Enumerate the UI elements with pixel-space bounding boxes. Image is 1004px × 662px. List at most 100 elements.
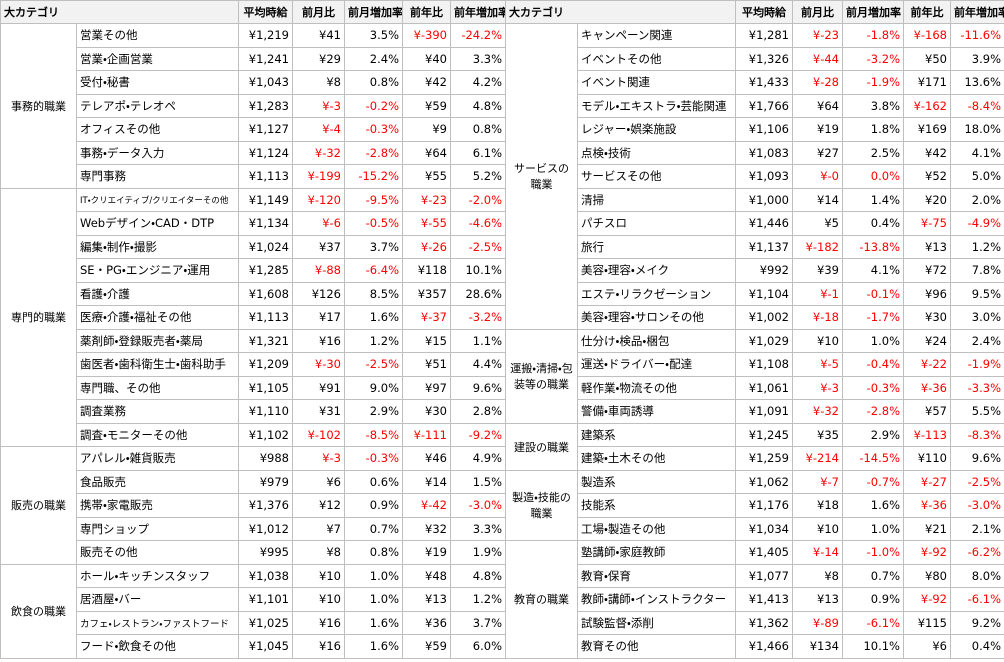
avg-wage: ¥1,376: [238, 493, 293, 518]
avg-wage: ¥1,113: [238, 305, 293, 330]
mom-rate: -2.8%: [842, 399, 904, 424]
subcategory: 専門職、その他: [76, 375, 239, 400]
yoy-change: ¥115: [903, 610, 951, 635]
mom-change: ¥17: [292, 305, 345, 330]
yoy-rate: 9.2%: [950, 610, 1004, 635]
column-header: 前月比: [792, 0, 843, 24]
mom-change: ¥134: [792, 634, 843, 659]
avg-wage: ¥1,413: [735, 587, 793, 612]
avg-wage: ¥1,209: [238, 352, 293, 377]
subcategory: エステ・リラクゼーション: [577, 281, 736, 306]
subcategory: モデル・エキストラ・芸能関連: [577, 93, 736, 118]
avg-wage: ¥1,024: [238, 234, 293, 259]
subcategory: 教育・保育: [577, 563, 736, 588]
yoy-change: ¥15: [402, 328, 451, 353]
yoy-change: ¥-37: [402, 305, 451, 330]
subcategory: テレアポ・テレオペ: [76, 93, 239, 118]
subcategory: ホール・キッチンスタッフ: [76, 563, 239, 588]
mom-change: ¥10: [792, 328, 843, 353]
mom-change: ¥91: [292, 375, 345, 400]
mom-rate: 4.1%: [842, 258, 904, 283]
yoy-change: ¥-27: [903, 469, 951, 494]
column-header: 前月比: [292, 0, 345, 24]
avg-wage: ¥1,283: [238, 93, 293, 118]
avg-wage: ¥1,105: [238, 375, 293, 400]
avg-wage: ¥1,285: [238, 258, 293, 283]
table-row: 医療・介護・福祉その他 ¥1,113 ¥17 1.6% ¥-37 -3.2% 美容・理容・サ…: [1, 305, 1004, 330]
avg-wage: ¥1,124: [238, 140, 293, 165]
avg-wage: ¥1,326: [735, 46, 793, 71]
yoy-change: ¥46: [402, 446, 451, 471]
yoy-rate: -2.5%: [950, 469, 1004, 494]
yoy-rate: 5.0%: [950, 164, 1004, 189]
mom-change: ¥39: [792, 258, 843, 283]
mom-rate: -1.8%: [842, 23, 904, 48]
mom-rate: 3.7%: [344, 234, 403, 259]
mom-change: ¥126: [292, 281, 345, 306]
avg-wage: ¥1,002: [735, 305, 793, 330]
yoy-rate: 9.6%: [950, 446, 1004, 471]
avg-wage: ¥995: [238, 540, 293, 565]
yoy-change: ¥51: [402, 352, 451, 377]
yoy-rate: 3.7%: [450, 610, 506, 635]
mom-change: ¥13: [792, 587, 843, 612]
yoy-rate: 13.6%: [950, 70, 1004, 95]
subcategory: 専門ショップ: [76, 516, 239, 541]
subcategory: 調査・モニターその他: [76, 422, 239, 447]
yoy-rate: 3.3%: [450, 46, 506, 71]
yoy-rate: -4.6%: [450, 211, 506, 236]
yoy-rate: 7.8%: [950, 258, 1004, 283]
subcategory: パチスロ: [577, 211, 736, 236]
mom-change: ¥14: [792, 187, 843, 212]
yoy-rate: -2.5%: [450, 234, 506, 259]
yoy-change: ¥-111: [402, 422, 451, 447]
mom-change: ¥8: [292, 70, 345, 95]
yoy-change: ¥30: [903, 305, 951, 330]
mom-change: ¥8: [292, 540, 345, 565]
mom-change: ¥37: [292, 234, 345, 259]
subcategory: 旅行: [577, 234, 736, 259]
mom-rate: 0.8%: [344, 70, 403, 95]
yoy-change: ¥-113: [903, 422, 951, 447]
subcategory: 軽作業・物流その他: [577, 375, 736, 400]
subcategory: 建築系: [577, 422, 736, 447]
table-row: 販売その他 ¥995 ¥8 0.8% ¥19 1.9% 教育の職業 塾講師・家庭教師 ¥1,40…: [1, 540, 1004, 659]
mom-rate: -0.3%: [842, 375, 904, 400]
column-header: 大カテゴリ: [505, 0, 736, 24]
yoy-change: ¥42: [903, 140, 951, 165]
subcategory: フード・飲食その他: [76, 634, 239, 659]
table-row: カフェ・レストラン・ファストフード ¥1,025 ¥16 1.6% ¥36 3.7% 試験監…: [1, 610, 1004, 635]
yoy-rate: 28.6%: [450, 281, 506, 306]
category: 運搬・清掃・包装等の職業: [505, 328, 578, 424]
mom-change: ¥16: [292, 634, 345, 659]
yoy-change: ¥13: [402, 587, 451, 612]
mom-rate: 1.0%: [344, 563, 403, 588]
subcategory: 製造系: [577, 469, 736, 494]
table-row: 営業・企画営業 ¥1,241 ¥29 2.4% ¥40 3.3% イベントその他 ¥1,326…: [1, 46, 1004, 71]
table-row: 専門ショップ ¥1,012 ¥7 0.7% ¥32 3.3% 工場・製造その他 ¥1,034 ¥…: [1, 516, 1004, 541]
table-row: 薬剤師・登録販売者・薬局 ¥1,321 ¥16 1.2% ¥15 1.1% 運搬・清掃・包装…: [1, 328, 1004, 424]
mom-change: ¥-182: [792, 234, 843, 259]
mom-change: ¥-4: [292, 117, 345, 142]
mom-change: ¥-32: [792, 399, 843, 424]
yoy-rate: 1.1%: [450, 328, 506, 353]
yoy-rate: -2.0%: [450, 187, 506, 212]
yoy-change: ¥-92: [903, 587, 951, 612]
mom-change: ¥41: [292, 23, 345, 48]
yoy-rate: -11.6%: [950, 23, 1004, 48]
column-header: 大カテゴリ: [0, 0, 239, 24]
table-row: 調査業務 ¥1,110 ¥31 2.9% ¥30 2.8% 警備・車両誘導 ¥1,091 ¥-3…: [1, 399, 1004, 424]
avg-wage: ¥1,104: [735, 281, 793, 306]
avg-wage: ¥1,061: [735, 375, 793, 400]
yoy-change: ¥6: [903, 634, 951, 659]
yoy-change: ¥59: [402, 634, 451, 659]
mom-rate: 1.2%: [344, 328, 403, 353]
column-header: 前年比: [903, 0, 951, 24]
mom-change: ¥-102: [292, 422, 345, 447]
yoy-rate: 10.1%: [450, 258, 506, 283]
mom-change: ¥-1: [792, 281, 843, 306]
mom-rate: 1.6%: [842, 493, 904, 518]
yoy-rate: 2.4%: [950, 328, 1004, 353]
yoy-rate: -3.2%: [450, 305, 506, 330]
yoy-rate: 4.1%: [950, 140, 1004, 165]
